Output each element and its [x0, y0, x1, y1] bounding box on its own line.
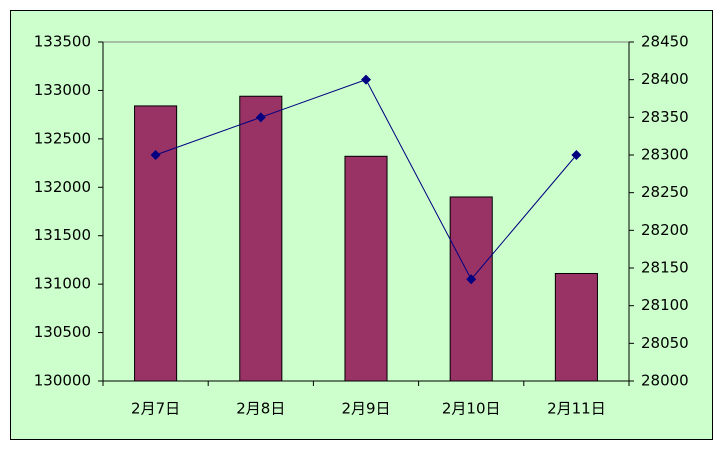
x-tick-label: 2月7日 — [131, 400, 180, 418]
y-tick-label: 133500 — [34, 33, 91, 51]
point — [255, 112, 266, 123]
y2-tick-label: 28150 — [641, 259, 689, 277]
y2-tick-label: 28000 — [641, 372, 689, 390]
bar — [344, 155, 388, 382]
point — [361, 74, 371, 85]
x-tick-label: 2月9日 — [341, 400, 390, 418]
y2-tick-label: 28400 — [641, 70, 689, 88]
point — [571, 150, 582, 160]
y-tick-label: 130500 — [34, 323, 91, 341]
y2-tick-label: 28250 — [641, 183, 689, 201]
bar — [239, 95, 283, 382]
y-tick-label: 133000 — [34, 81, 91, 99]
bar — [449, 196, 493, 382]
y-tick-label: 131500 — [34, 226, 91, 244]
y-tick-label: 132500 — [34, 129, 91, 147]
y-tick-label: 132000 — [34, 178, 91, 196]
x-tick-label: 2月11日 — [547, 400, 606, 418]
x-tick-label: 2月8日 — [236, 400, 285, 418]
y2-tick-label: 28300 — [641, 146, 689, 164]
y2-tick-label: 28350 — [641, 108, 689, 126]
y-tick-label: 131000 — [34, 275, 91, 293]
point — [466, 274, 477, 285]
bar — [554, 272, 598, 382]
y2-tick-label: 28100 — [641, 296, 689, 314]
y-tick-label: 130000 — [34, 372, 91, 390]
bar — [134, 105, 178, 382]
x-tick-label: 2月10日 — [442, 400, 501, 418]
point — [150, 150, 161, 160]
y2-tick-label: 28050 — [641, 334, 689, 352]
y2-tick-label: 28450 — [641, 33, 689, 51]
y2-tick-label: 28200 — [641, 221, 689, 239]
